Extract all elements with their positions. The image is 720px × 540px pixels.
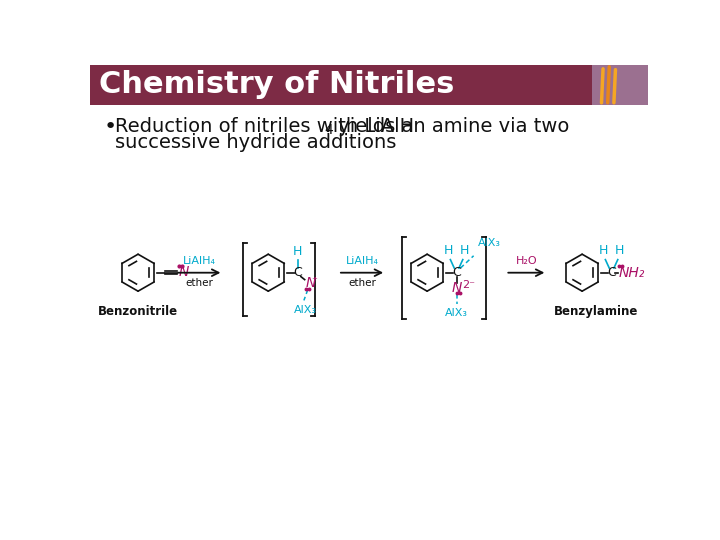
Text: AlX₃: AlX₃ bbox=[478, 238, 501, 248]
Text: Benzylamine: Benzylamine bbox=[554, 305, 638, 318]
Text: C: C bbox=[452, 266, 461, 279]
Text: H: H bbox=[615, 244, 624, 257]
Text: LiAlH₄: LiAlH₄ bbox=[183, 256, 216, 266]
Text: Reduction of nitriles with LiAlH: Reduction of nitriles with LiAlH bbox=[114, 117, 414, 136]
Text: ⁻: ⁻ bbox=[312, 276, 318, 286]
Text: LiAlH₄: LiAlH₄ bbox=[346, 256, 379, 266]
Text: 4: 4 bbox=[324, 123, 333, 137]
Text: N: N bbox=[179, 265, 189, 279]
Text: H: H bbox=[293, 245, 302, 258]
Text: C: C bbox=[293, 266, 302, 279]
Text: ether: ether bbox=[348, 278, 376, 288]
Text: successive hydride additions: successive hydride additions bbox=[114, 132, 396, 152]
Text: H₂O: H₂O bbox=[516, 256, 537, 266]
Text: NH₂: NH₂ bbox=[618, 266, 645, 280]
Text: 2⁻: 2⁻ bbox=[462, 280, 475, 290]
Text: N: N bbox=[305, 276, 316, 291]
Text: AlX₃: AlX₃ bbox=[294, 305, 317, 315]
Bar bbox=[593, 65, 648, 105]
Text: Benzonitrile: Benzonitrile bbox=[98, 305, 178, 318]
Bar bbox=[90, 65, 648, 105]
Text: H: H bbox=[459, 244, 469, 257]
Text: N: N bbox=[451, 281, 462, 295]
Text: AlX₃: AlX₃ bbox=[445, 308, 468, 318]
Text: •: • bbox=[104, 117, 117, 137]
Text: ether: ether bbox=[185, 278, 213, 288]
Text: Chemistry of Nitriles: Chemistry of Nitriles bbox=[99, 70, 454, 99]
Text: yields an amine via two: yields an amine via two bbox=[332, 117, 570, 136]
Text: C: C bbox=[607, 266, 616, 279]
Text: H: H bbox=[599, 244, 608, 257]
Text: H: H bbox=[444, 244, 454, 257]
